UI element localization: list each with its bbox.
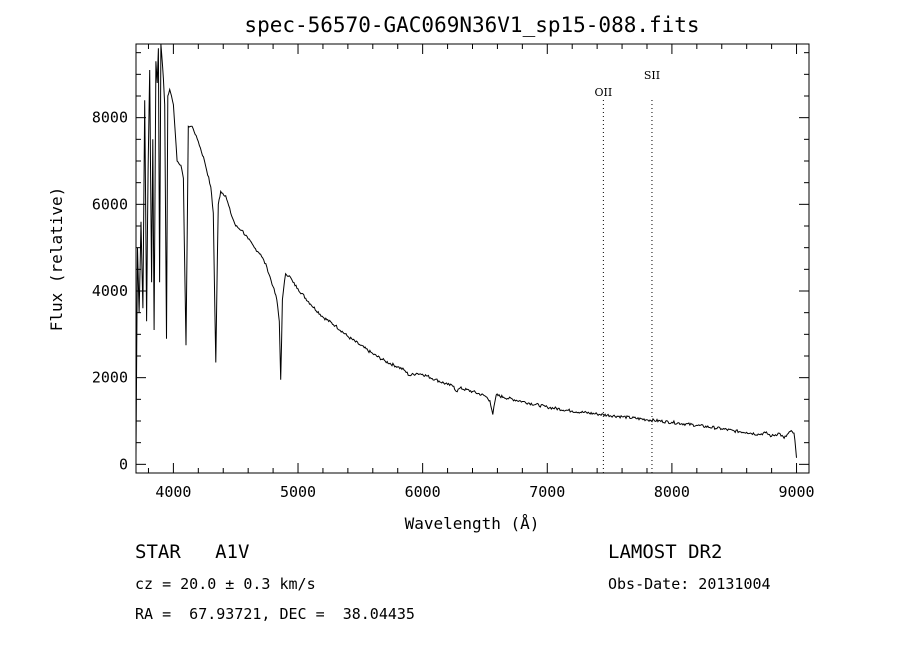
y-tick-label: 6000 <box>92 195 128 213</box>
y-tick-labels: 0 2000 4000 6000 8000 <box>92 109 128 474</box>
y-axis-label: Flux (relative) <box>47 187 66 332</box>
chart-title: spec-56570-GAC069N36V1_sp15-088.fits <box>244 13 699 37</box>
x-tick-label: 7000 <box>529 483 565 501</box>
reference-lines: OII SII <box>595 69 660 473</box>
reference-line-label-sii: SII <box>644 69 660 82</box>
survey-name: LAMOST DR2 <box>608 541 723 563</box>
y-tick-label: 8000 <box>92 109 128 127</box>
y-tick-label: 0 <box>119 455 128 473</box>
spectrum-chart: spec-56570-GAC069N36V1_sp15-088.fits 400… <box>47 13 815 533</box>
plot-frame <box>135 43 810 474</box>
x-tick-label: 9000 <box>778 483 814 501</box>
x-tick-label: 4000 <box>155 483 191 501</box>
x-tick-label: 5000 <box>280 483 316 501</box>
x-axis-label: Wavelength (Å) <box>405 514 540 533</box>
x-tick-labels: 4000 5000 6000 7000 8000 9000 <box>155 483 814 501</box>
reference-line-label-oii: OII <box>595 86 613 99</box>
object-class: STAR A1V <box>135 541 250 563</box>
y-tick-label: 4000 <box>92 282 128 300</box>
redshift-cz: cz = 20.0 ± 0.3 km/s <box>135 575 316 593</box>
ra-dec-coordinates: RA = 67.93721, DEC = 38.04435 <box>135 605 415 623</box>
spectrum-line <box>135 43 797 458</box>
x-tick-label: 6000 <box>405 483 441 501</box>
x-tick-label: 8000 <box>654 483 690 501</box>
axis-ticks <box>136 44 809 473</box>
y-tick-label: 2000 <box>92 369 128 387</box>
observation-date: Obs-Date: 20131004 <box>608 575 771 593</box>
